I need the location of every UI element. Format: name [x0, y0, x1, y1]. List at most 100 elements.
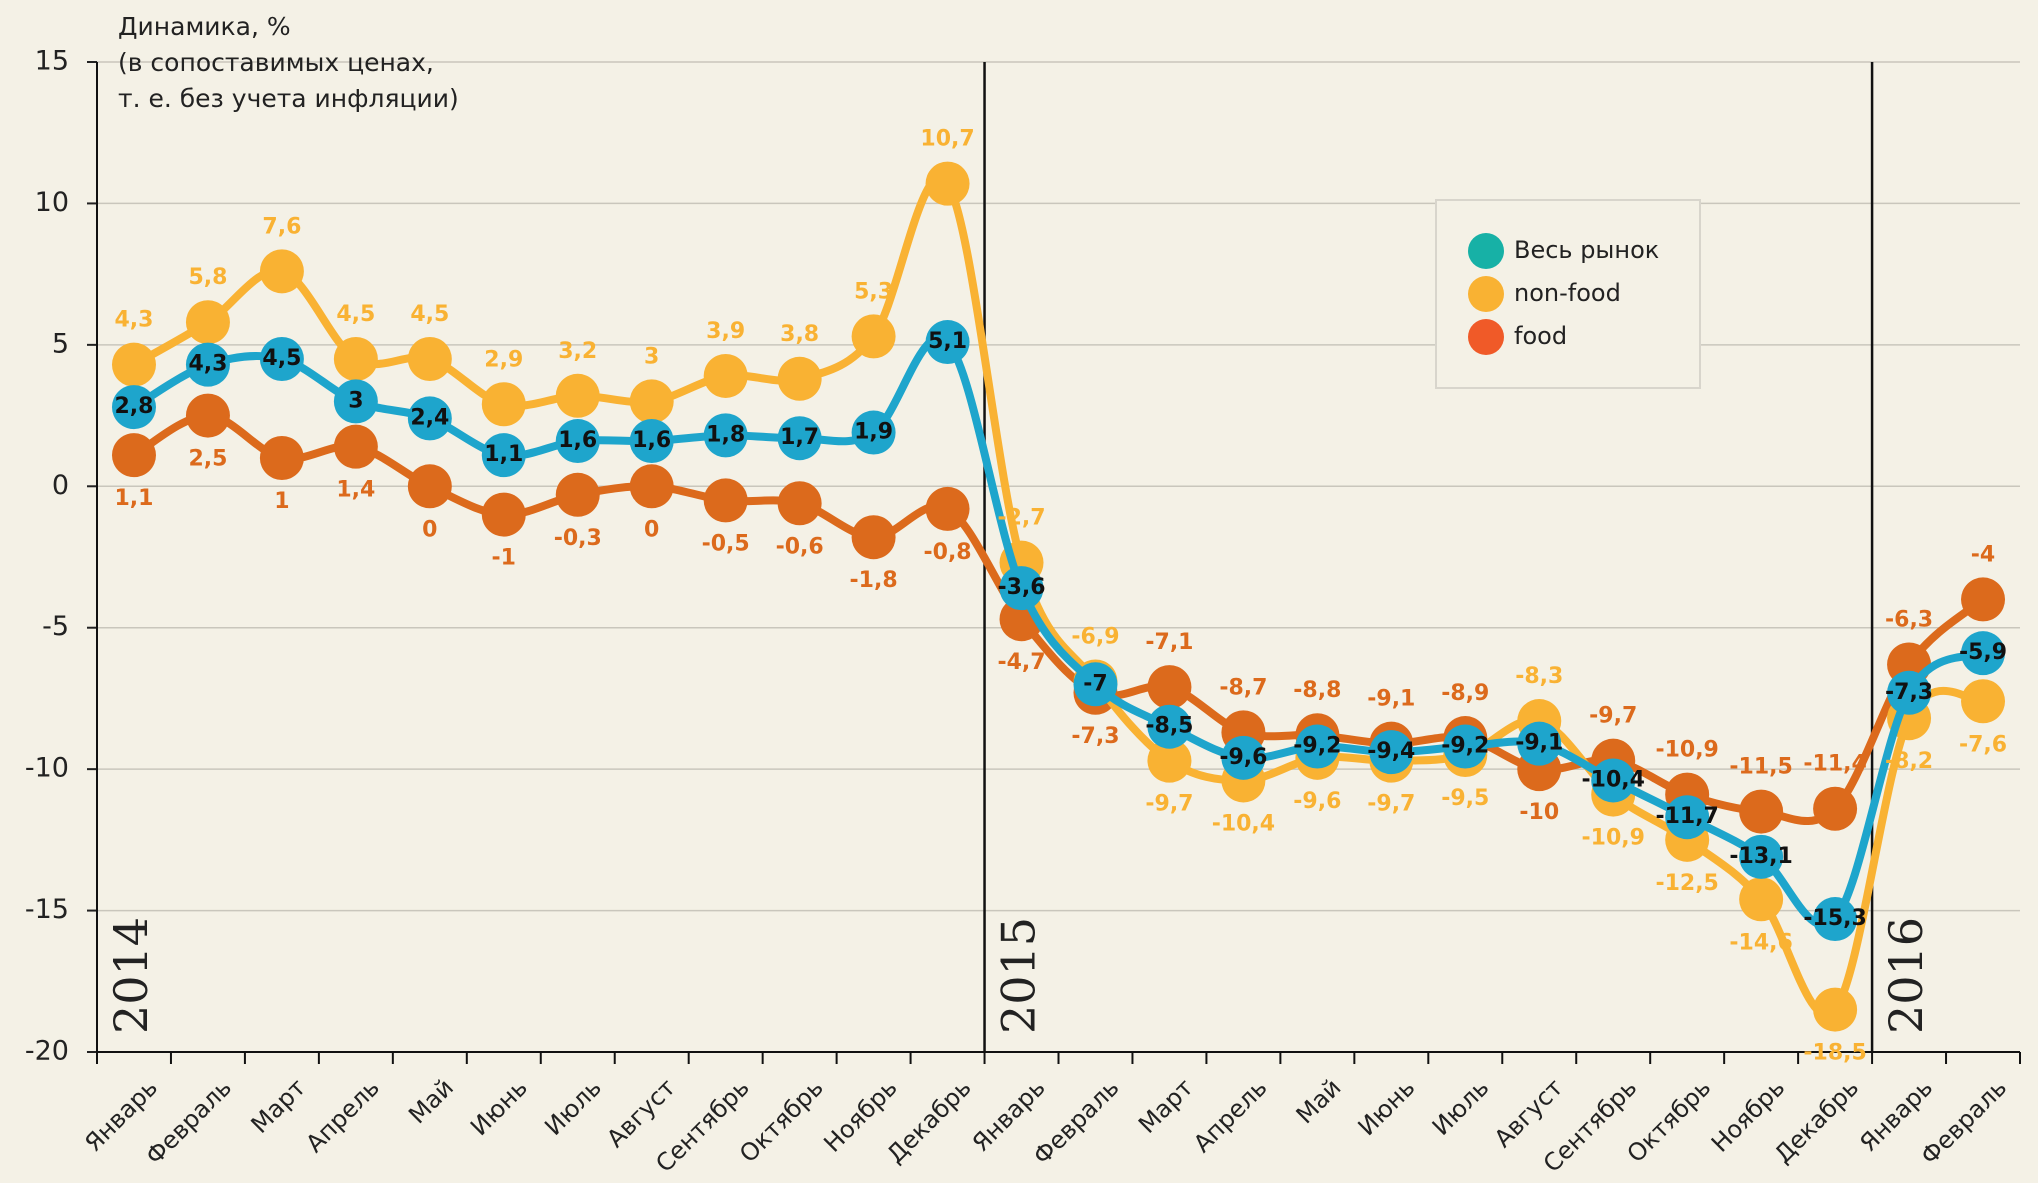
point	[259, 249, 304, 294]
data-label: -1	[492, 546, 516, 571]
point	[185, 300, 230, 345]
year-label: 2014	[104, 917, 158, 1034]
x-tick-label: Апрель	[1188, 1073, 1273, 1158]
point	[1369, 730, 1414, 775]
y-axis-label: Динамика, %	[118, 12, 291, 41]
y-tick-label: 0	[52, 470, 69, 501]
point	[185, 342, 230, 387]
x-tick-label: Июнь	[1353, 1073, 1421, 1141]
point	[1887, 670, 1932, 715]
data-label: -7,3	[1885, 680, 1933, 705]
point	[1813, 897, 1858, 942]
point	[1147, 704, 1192, 749]
legend-marker	[1468, 276, 1504, 312]
data-label: 4,3	[188, 352, 227, 377]
point	[481, 382, 526, 427]
data-label: -9,4	[1367, 739, 1415, 764]
data-label: 4,5	[336, 302, 375, 327]
point	[1813, 786, 1858, 831]
data-label: -10	[1519, 800, 1559, 825]
data-label: 1	[274, 489, 289, 514]
data-label: 3,2	[558, 339, 597, 364]
point	[777, 356, 822, 401]
data-label: 1,9	[854, 420, 893, 445]
data-label: -7,3	[1071, 724, 1119, 749]
legend-label: Весь рынок	[1514, 236, 1659, 264]
data-label: -9,5	[1441, 786, 1489, 811]
data-label: -10,4	[1582, 767, 1645, 792]
data-label: 3,9	[706, 319, 745, 344]
data-label: -11,4	[1803, 752, 1866, 777]
point	[777, 416, 822, 461]
series-line	[131, 334, 1985, 930]
point	[1073, 662, 1118, 707]
data-label: 5,3	[854, 279, 893, 304]
point	[703, 353, 748, 398]
y-tick-label: -5	[42, 611, 69, 642]
data-label: -4,7	[997, 650, 1045, 675]
y-tick-label: -10	[25, 753, 69, 784]
x-tick-label: Май	[403, 1073, 459, 1129]
data-label: 5,1	[928, 329, 967, 354]
y-tick-label: 5	[52, 328, 69, 359]
data-label: 1,7	[780, 425, 819, 450]
point	[259, 436, 304, 480]
point	[1961, 577, 2006, 622]
data-label: -4	[1971, 542, 1995, 567]
point	[333, 424, 378, 469]
point	[111, 433, 156, 478]
point	[629, 464, 674, 509]
data-label: -14,6	[1729, 930, 1792, 955]
data-label: -7	[1083, 671, 1107, 696]
point	[629, 379, 674, 424]
y-axis-label: (в сопоставимых ценах,	[118, 48, 434, 77]
point	[555, 419, 600, 464]
data-label: -9,6	[1293, 789, 1341, 814]
data-label: -5,9	[1959, 640, 2007, 665]
point	[1443, 724, 1488, 769]
data-label: 10,7	[920, 127, 974, 152]
point	[925, 486, 970, 531]
year-label: 2016	[1879, 917, 1933, 1034]
point	[1739, 789, 1784, 834]
data-label: -10,9	[1582, 826, 1645, 851]
data-label: -18,5	[1803, 1041, 1866, 1066]
data-label: 3	[348, 388, 363, 413]
data-labels: 2,8 4,3 4,5 3 2,4 1,1 1,6 1,6 1,8 1,7 1,9 5,1 -3,6 -7…	[114, 127, 2007, 1066]
point	[481, 492, 526, 537]
data-label: 4,5	[410, 302, 449, 327]
point	[925, 161, 970, 206]
point	[259, 337, 304, 381]
data-label: -9,7	[1367, 792, 1415, 817]
data-label: -0,3	[554, 526, 602, 551]
data-label: 3,8	[780, 322, 819, 347]
legend-marker	[1468, 233, 1504, 269]
point	[1147, 738, 1192, 783]
data-label: -7,1	[1145, 630, 1193, 655]
series-line	[131, 174, 1984, 1019]
data-label: 1,6	[558, 428, 597, 453]
point	[1961, 631, 2006, 676]
data-label: -9,2	[1441, 734, 1489, 759]
data-label: -0,8	[924, 540, 972, 565]
point	[407, 396, 452, 441]
data-label: -6,3	[1885, 607, 1933, 632]
point	[1665, 795, 1710, 840]
data-label: -8,9	[1441, 681, 1489, 706]
data-label: -9,1	[1367, 687, 1415, 712]
point	[111, 342, 156, 387]
data-label: 2,8	[114, 394, 153, 419]
point	[703, 413, 748, 458]
point	[1961, 679, 2006, 724]
x-tick-label: Март	[1133, 1073, 1199, 1139]
data-label: -8,3	[1515, 664, 1563, 689]
y-tick-label: 15	[35, 46, 69, 77]
x-tick-label: Май	[1291, 1073, 1347, 1129]
data-label: -8,8	[1293, 678, 1341, 703]
series-2	[111, 393, 2006, 834]
x-tick-label: Март	[246, 1073, 312, 1139]
data-label: -8,5	[1145, 714, 1193, 739]
point	[1517, 721, 1562, 766]
legend: Весь рынок non-food food	[1435, 199, 1701, 389]
